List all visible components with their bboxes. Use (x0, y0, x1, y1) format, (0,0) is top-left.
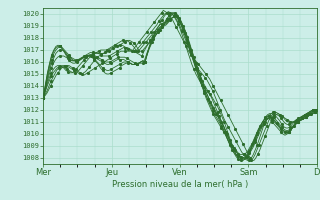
X-axis label: Pression niveau de la mer( hPa ): Pression niveau de la mer( hPa ) (112, 180, 248, 189)
